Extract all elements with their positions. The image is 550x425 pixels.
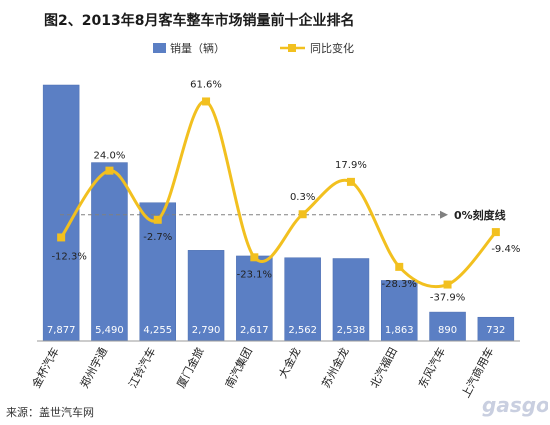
bar-value-label-8: 890: [438, 325, 457, 336]
bar-value-label-1: 5,490: [95, 325, 124, 336]
bar-1: [91, 162, 128, 342]
line-value-label-7: -28.3%: [382, 279, 417, 290]
x-tick-label-3: 厦门金旅: [174, 345, 207, 390]
line-value-label-0: -12.3%: [51, 251, 86, 262]
bar-value-label-6: 2,538: [337, 325, 366, 336]
bar-0: [42, 84, 80, 342]
bar-value-label-0: 7,877: [47, 325, 76, 336]
line-point-6: [346, 177, 355, 186]
line-point-1: [105, 166, 114, 175]
bar-8: [429, 311, 466, 342]
bar-value-label-3: 2,790: [192, 325, 221, 336]
line-value-label-1: 24.0%: [94, 151, 126, 162]
reference-line-arrow: [440, 210, 448, 219]
line-point-7: [395, 262, 404, 271]
line-point-0: [57, 233, 66, 242]
line-point-8: [443, 280, 452, 289]
line-point-3: [202, 97, 211, 106]
watermark-logo: gasgoo: [482, 393, 548, 417]
legend-line-label: 同比变化: [310, 41, 354, 55]
bar-6: [332, 258, 370, 342]
x-tick-label-7: 北汽福田: [367, 345, 400, 390]
line-point-2: [153, 215, 162, 224]
legend-line-marker: [288, 44, 296, 52]
bar-3: [187, 250, 225, 342]
line-value-label-4: -23.1%: [237, 269, 272, 280]
bar-value-label-2: 4,255: [143, 325, 172, 336]
data-labels: -12.3% 24.0% -2.7% 61.6% -23.1% 0.3% 17.9% -28.…: [51, 79, 520, 303]
x-tick-label-1: 郑州宇通: [77, 345, 110, 390]
bar-series: 7,877 5,490 4,255 2,790 2,617 2,562 2,538 1,863…: [42, 84, 515, 342]
chart-title: 图2、2013年8月客车整车市场销量前十企业排名: [44, 13, 355, 29]
source-note: 来源：盖世汽车网: [6, 406, 94, 419]
x-tick-label-8: 东风汽车: [415, 345, 448, 390]
bar-7: [381, 280, 418, 342]
line-point-4: [250, 253, 259, 262]
x-tick-label-4: 南汽集团: [222, 345, 255, 390]
bar-value-label-5: 2,562: [288, 325, 317, 336]
line-value-label-2: -2.7%: [143, 232, 172, 243]
watermark-text: gasgoo: [482, 393, 548, 417]
bar-value-label-7: 1,863: [385, 325, 414, 336]
line-value-label-8: -37.9%: [430, 293, 465, 304]
legend-bar-swatch: [153, 43, 166, 53]
bar-value-label-4: 2,617: [240, 325, 269, 336]
line-series: [57, 97, 500, 289]
legend-bar-label: 销量（辆）: [170, 41, 225, 55]
line-value-label-9: -9.4%: [491, 244, 520, 255]
line-point-9: [491, 228, 500, 237]
bar-value-label-9: 732: [486, 325, 505, 336]
bar-2: [139, 202, 176, 342]
legend: 销量（辆） 同比变化: [153, 41, 354, 55]
line-value-label-5: 0.3%: [290, 192, 315, 203]
line-value-label-6: 17.9%: [335, 160, 367, 171]
line-point-5: [298, 210, 307, 219]
x-tick-label-0: 金杯汽车: [29, 345, 62, 390]
bar-4: [236, 255, 273, 342]
x-tick-label-5: 大金龙: [275, 345, 303, 381]
reference-line: 0%刻度线: [60, 208, 506, 222]
x-tick-label-2: 江铃汽车: [125, 345, 158, 390]
x-tick-label-6: 苏州金龙: [319, 345, 352, 390]
reference-line-label: 0%刻度线: [454, 208, 506, 222]
line-value-label-3: 61.6%: [190, 79, 222, 90]
